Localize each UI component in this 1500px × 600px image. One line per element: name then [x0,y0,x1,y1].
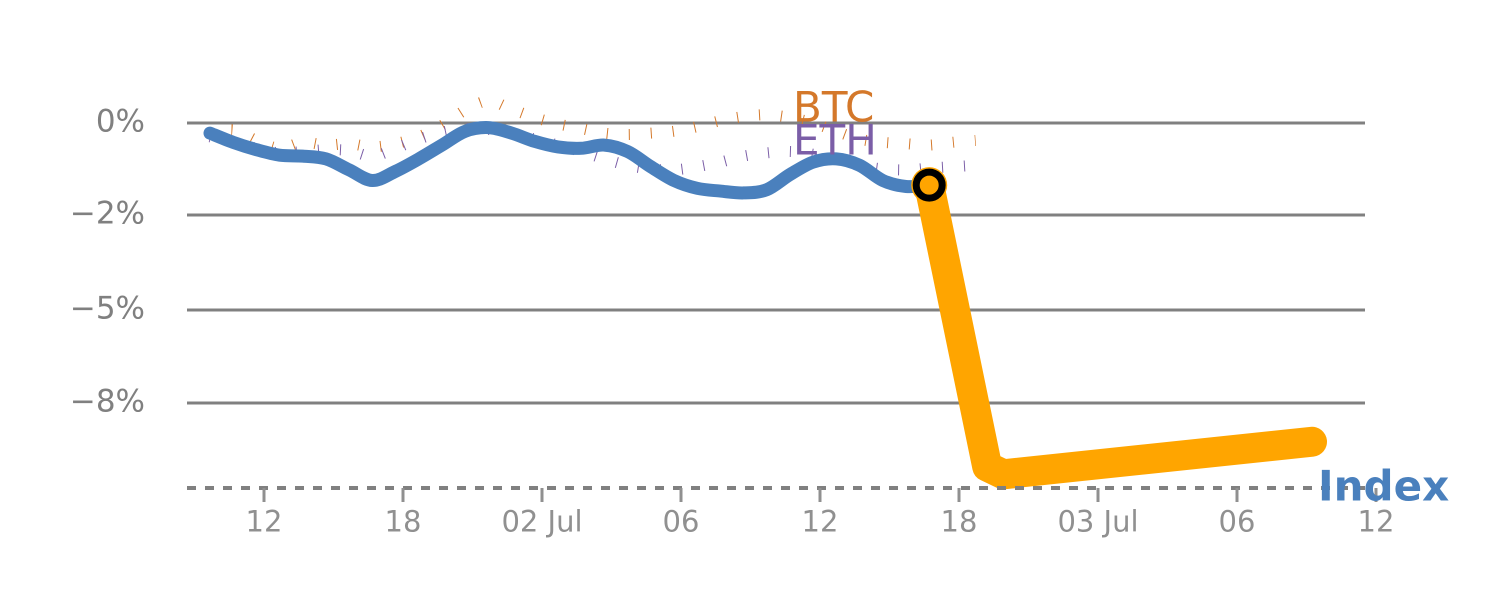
highlight-marker-ring[interactable] [912,168,946,202]
y-axis-tick-label: −5% [70,291,145,327]
y-axis-tick-label: −8% [70,384,145,420]
x-axis-tick-label: 12 [802,505,839,539]
x-axis-tick-label: 18 [385,505,422,539]
x-axis-tick-label: 18 [941,505,978,539]
x-axis-tick-label: 03 Jul [1057,505,1138,539]
x-axis-tick-label: 12 [1358,505,1395,539]
x-axis-group [187,486,1378,502]
x-axis-tick-label: 12 [246,505,283,539]
y-axis-tick-label: 0% [96,104,145,140]
series-label-btc: BTC [793,83,874,132]
series-lines-group [203,95,1327,490]
y-axis-tick-label: −2% [70,196,145,232]
x-axis-tick-label: 06 [663,505,700,539]
gridlines-group [187,121,1365,405]
series-line-index [203,121,936,200]
y-axis-labels-group: 0% −2% −5% −8% [70,104,145,420]
x-axis-labels-group: 12 18 02 Jul 06 12 18 03 Jul 06 12 [246,505,1395,539]
series-line-projection [914,170,1327,490]
x-axis-tick-label: 06 [1219,505,1256,539]
x-axis-tick-label: 02 Jul [501,505,582,539]
highlight-marker-group[interactable] [911,167,948,204]
series-label-eth: ETH [793,116,877,165]
series-label-index: Index [1318,462,1449,511]
